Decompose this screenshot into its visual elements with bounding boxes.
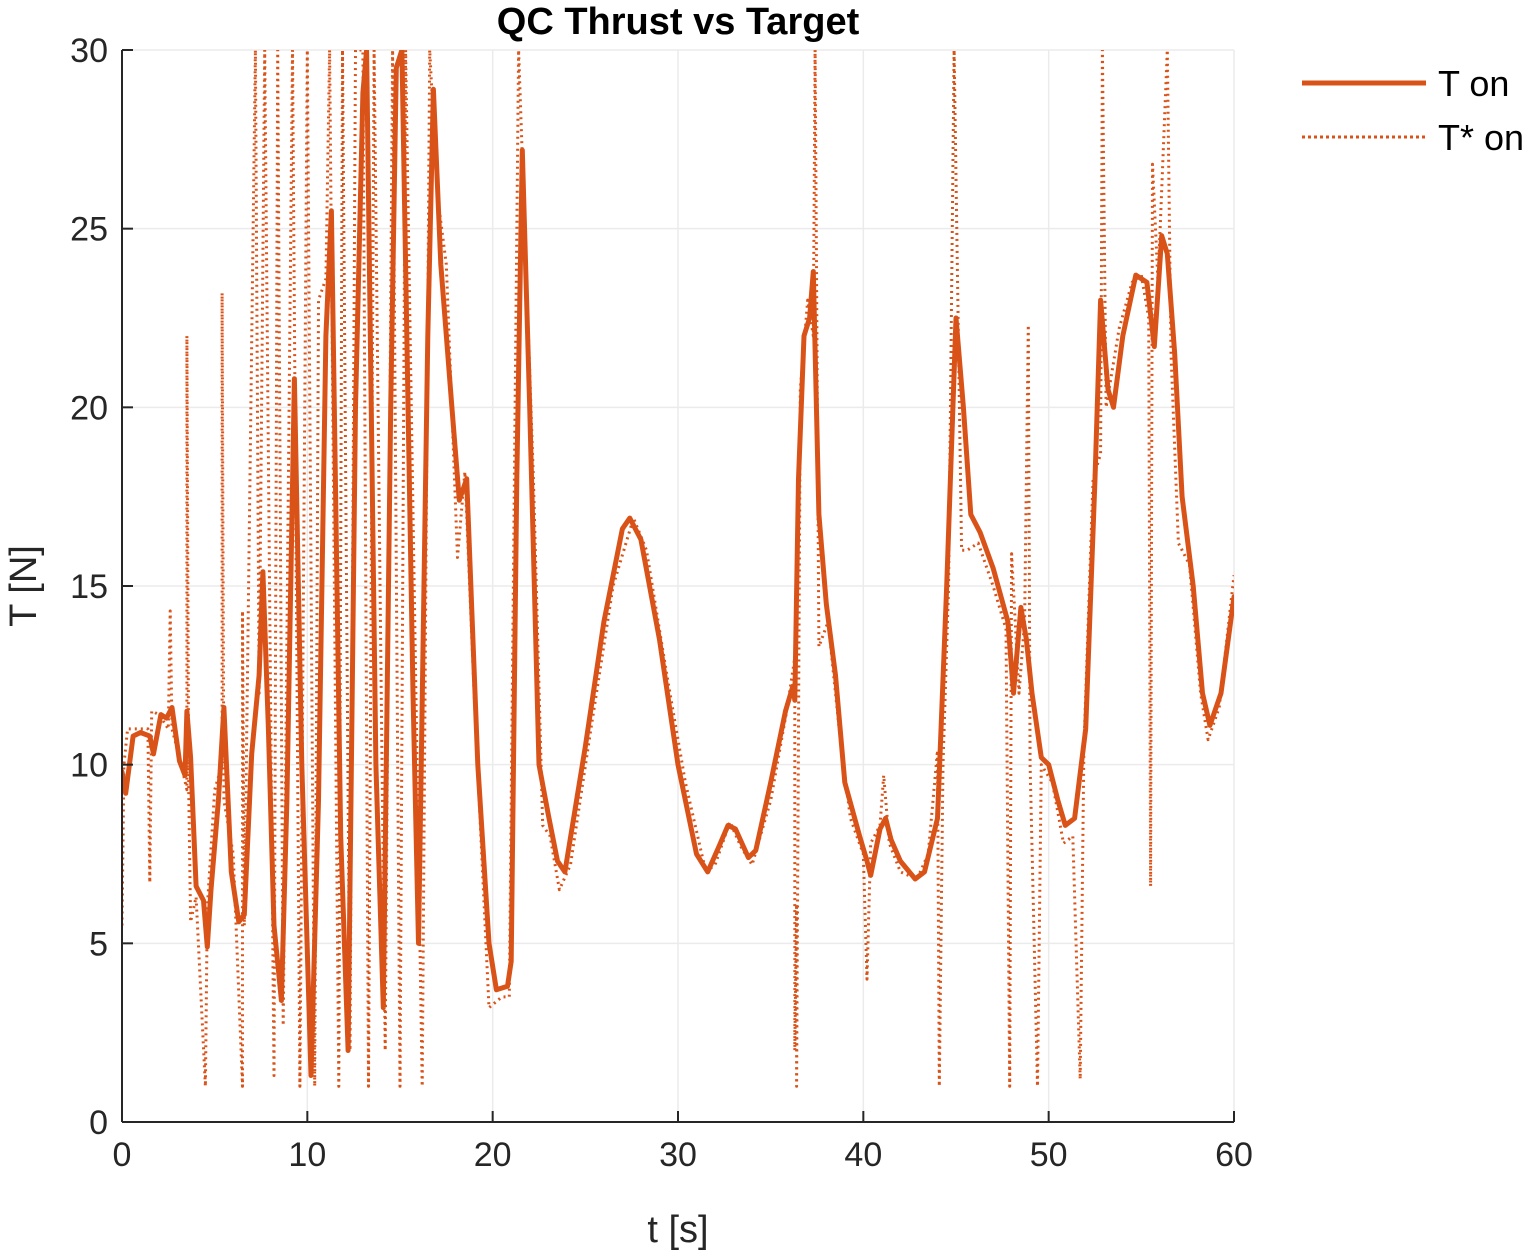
y-tick-label-6: 30 [70,32,108,70]
x-tick-label-3: 30 [659,1136,697,1174]
y-tick-label-5: 25 [70,211,108,249]
x-axis-label: t [s] [647,1209,708,1251]
y-tick-label-1: 5 [89,925,108,963]
legend: T on T* on [1302,63,1524,158]
plot-area [122,50,1234,1088]
legend-label-t-star-on: T* on [1438,117,1524,158]
x-tick-label-1: 10 [288,1136,326,1174]
y-tick-label-3: 15 [70,568,108,606]
y-tick-label-4: 20 [70,389,108,427]
x-tick-label-4: 40 [844,1136,882,1174]
legend-label-t-on: T on [1438,63,1509,104]
y-tick-label-0: 0 [89,1104,108,1142]
x-tick-label-2: 20 [474,1136,512,1174]
y-tick-label-2: 10 [70,747,108,785]
series-line-t-on [122,50,1234,1078]
ticks: 0 10 20 30 40 50 60 0 5 10 15 20 25 30 [70,32,1253,1174]
y-axis-label: T [N] [3,545,45,627]
grid [121,49,1235,1123]
x-tick-label-0: 0 [113,1136,132,1174]
x-tick-label-5: 50 [1030,1136,1068,1174]
x-tick-label-6: 60 [1215,1136,1253,1174]
chart-title: QC Thrust vs Target [497,1,860,43]
